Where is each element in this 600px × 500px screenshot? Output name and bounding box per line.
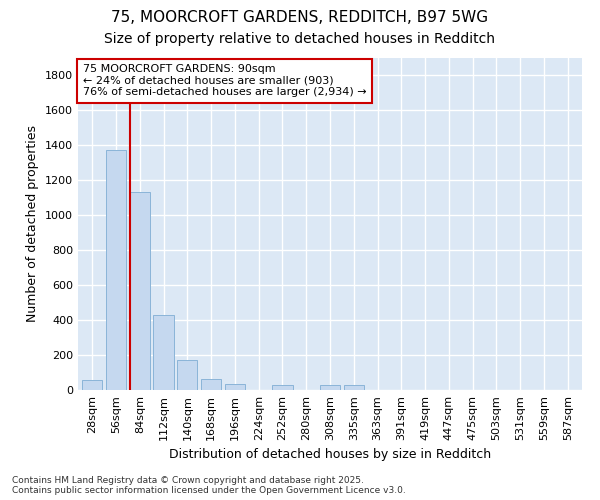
Bar: [154, 315, 173, 390]
X-axis label: Distribution of detached houses by size in Redditch: Distribution of detached houses by size …: [169, 448, 491, 462]
Text: Size of property relative to detached houses in Redditch: Size of property relative to detached ho…: [104, 32, 496, 46]
Text: 75, MOORCROFT GARDENS, REDDITCH, B97 5WG: 75, MOORCROFT GARDENS, REDDITCH, B97 5WG: [112, 10, 488, 25]
Bar: [320, 385, 340, 390]
Bar: [201, 378, 221, 390]
Bar: [272, 385, 293, 390]
Text: 75 MOORCROFT GARDENS: 90sqm
← 24% of detached houses are smaller (903)
76% of se: 75 MOORCROFT GARDENS: 90sqm ← 24% of det…: [83, 64, 367, 98]
Bar: [344, 385, 364, 390]
Bar: [225, 384, 245, 390]
Y-axis label: Number of detached properties: Number of detached properties: [26, 125, 40, 322]
Text: Contains HM Land Registry data © Crown copyright and database right 2025.
Contai: Contains HM Land Registry data © Crown c…: [12, 476, 406, 495]
Bar: [82, 380, 103, 390]
Bar: [177, 360, 197, 390]
Bar: [106, 150, 126, 390]
Bar: [130, 192, 150, 390]
